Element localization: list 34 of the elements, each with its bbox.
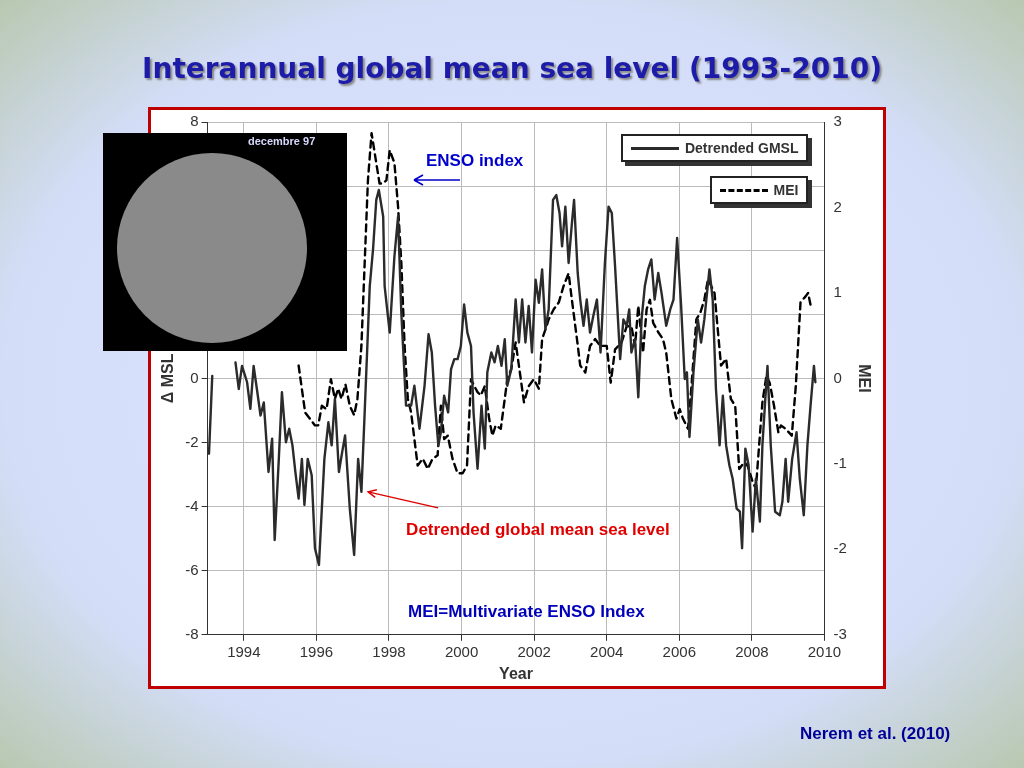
y-axis-title: Δ MSL xyxy=(159,353,177,404)
annotation: ENSO index xyxy=(426,151,524,171)
y-tick-label: 8 xyxy=(190,112,199,130)
x-axis-title: Year xyxy=(499,664,533,682)
y2-tick-label: 2 xyxy=(833,197,842,215)
x-tick-label: 2004 xyxy=(590,642,624,660)
y2-axis-title: MEI xyxy=(855,364,873,393)
legend-label: Detrended GMSL xyxy=(684,140,799,156)
x-tick-label: 1998 xyxy=(372,642,406,660)
y2-tick-label: 1 xyxy=(833,283,842,301)
text: Nerem et al. (2010) xyxy=(800,724,951,744)
x-tick-label: 2000 xyxy=(444,642,479,660)
y-tick-label: 0 xyxy=(190,368,199,386)
y2-tick-label: -1 xyxy=(833,454,847,472)
y2-tick-label: 3 xyxy=(833,112,842,130)
legend-label: MEI xyxy=(773,182,799,198)
x-tick-label: 2006 xyxy=(662,642,696,660)
x-tick-label: 2010 xyxy=(807,642,842,660)
globe-picture: decembre 97 xyxy=(103,133,347,351)
x-tick-label: 1994 xyxy=(227,642,261,660)
x-tick-label: 2002 xyxy=(517,642,551,660)
annotation: MEI=Multivariate ENSO Index xyxy=(408,602,645,622)
y-tick-label: -8 xyxy=(185,624,199,642)
y-tick-label: -6 xyxy=(185,560,199,578)
annotation: Detrended global mean sea level xyxy=(406,519,670,539)
y-tick-label: -4 xyxy=(185,496,199,514)
y2-tick-label: -3 xyxy=(833,624,847,642)
y2-tick-label: -2 xyxy=(833,539,847,557)
y2-tick-label: 0 xyxy=(833,368,842,386)
chart-title: Interannual global mean sea level (1993-2010) xyxy=(141,52,883,85)
x-tick-label: 2008 xyxy=(735,642,769,660)
y-tick-label: -2 xyxy=(185,432,199,450)
annotation: decembre 97 xyxy=(248,135,316,147)
x-tick-label: 1996 xyxy=(299,642,334,660)
